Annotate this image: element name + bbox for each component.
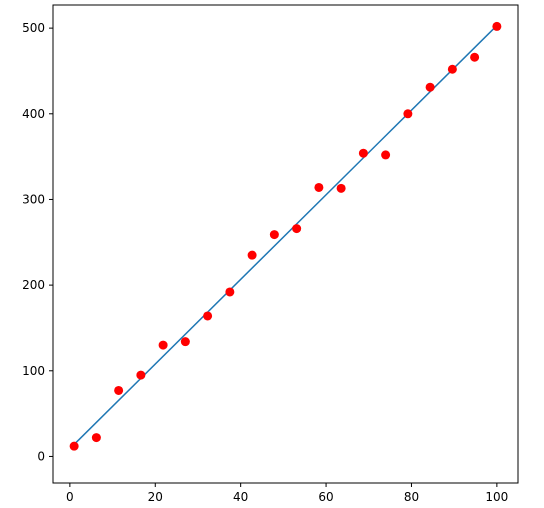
y-tick-label: 300 xyxy=(22,192,45,206)
point xyxy=(403,109,413,119)
point xyxy=(447,64,457,74)
point xyxy=(470,52,480,62)
point xyxy=(492,21,502,31)
point xyxy=(158,340,168,350)
plot-frame xyxy=(52,4,519,484)
point xyxy=(336,183,346,193)
point xyxy=(91,433,101,443)
y-tick-label: 400 xyxy=(22,107,45,121)
x-tick-label: 0 xyxy=(66,490,74,504)
point xyxy=(203,311,213,321)
point xyxy=(136,370,146,380)
point xyxy=(381,150,391,160)
y-tick-label: 0 xyxy=(37,449,45,463)
point xyxy=(69,441,79,451)
point xyxy=(269,230,279,240)
point xyxy=(425,82,435,92)
x-tick-label: 80 xyxy=(404,490,419,504)
point xyxy=(314,182,324,192)
point xyxy=(225,287,235,297)
point xyxy=(292,224,302,234)
point xyxy=(247,250,257,260)
x-tick-label: 20 xyxy=(148,490,163,504)
y-tick-label: 200 xyxy=(22,278,45,292)
x-tick-label: 60 xyxy=(318,490,333,504)
point xyxy=(358,148,368,158)
point xyxy=(180,337,190,347)
y-tick-label: 500 xyxy=(22,21,45,35)
y-tick-label: 100 xyxy=(22,364,45,378)
x-tick-label: 100 xyxy=(485,490,508,504)
point xyxy=(114,385,124,395)
x-tick-label: 40 xyxy=(233,490,248,504)
